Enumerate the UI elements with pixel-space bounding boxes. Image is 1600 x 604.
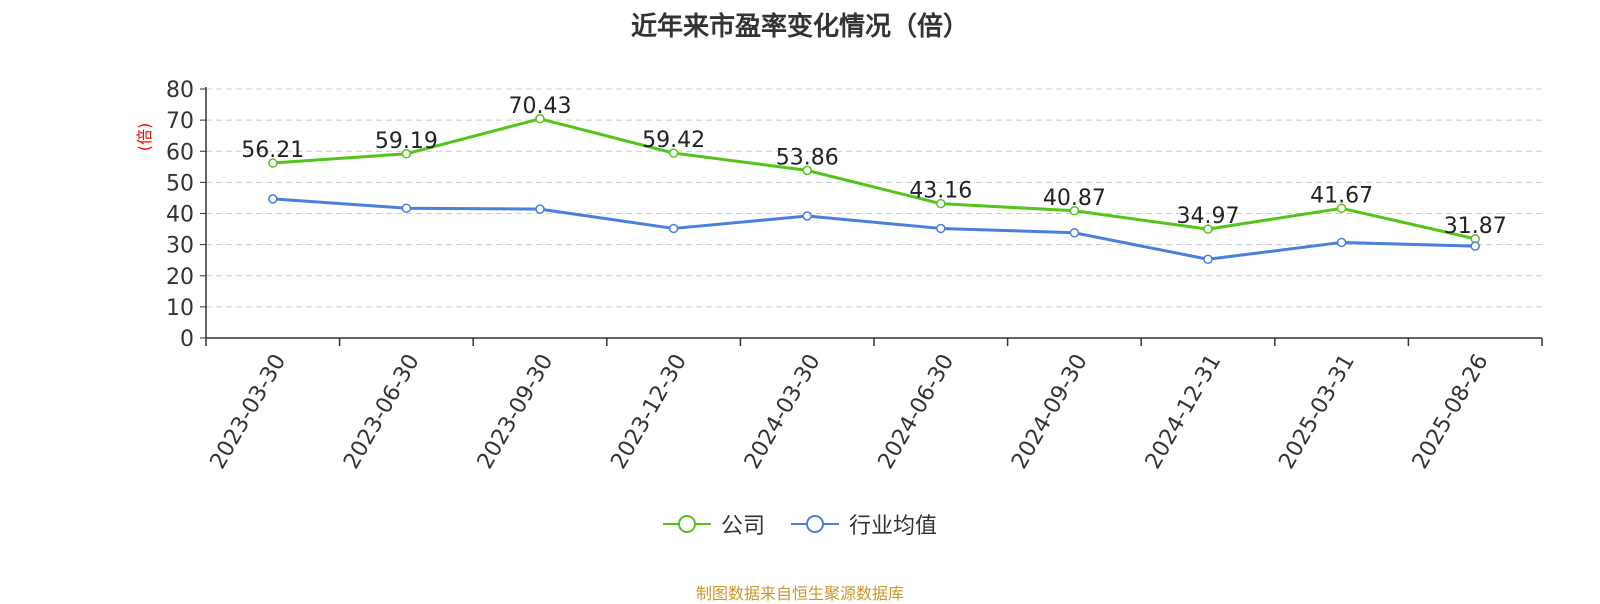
- series-lines: [268, 114, 1480, 265]
- x-tick-label: 2023-12-30: [606, 350, 692, 473]
- y-tick-label: 20: [166, 265, 194, 290]
- data-point: [268, 158, 278, 168]
- data-point: [1470, 241, 1480, 251]
- chart-title: 近年来市盈率变化情况（倍）: [630, 12, 969, 42]
- legend: 公司 行业均值: [0, 508, 1600, 540]
- legend-company-marker-icon: [662, 515, 711, 533]
- data-point: [1336, 237, 1347, 248]
- y-tick-label: 0: [180, 327, 194, 352]
- data-point: [668, 223, 679, 234]
- data-point: [1203, 254, 1213, 265]
- data-point: [936, 198, 946, 209]
- data-point: [535, 114, 545, 124]
- data-point: [1336, 203, 1347, 214]
- y-tick-label: 40: [166, 203, 194, 228]
- grid-lines: [206, 88, 1542, 308]
- data-label: 40.87: [1043, 186, 1106, 211]
- data-label: 41.67: [1310, 183, 1373, 208]
- x-tick-label: 2025-08-26: [1408, 350, 1494, 473]
- data-point: [401, 149, 412, 159]
- legend-item-industry-average[interactable]: 行业均值: [791, 508, 937, 540]
- data-point: [535, 204, 545, 214]
- data-label: 59.42: [642, 128, 705, 153]
- data-point: [802, 165, 812, 176]
- x-tick-label: 2024-06-30: [874, 350, 960, 473]
- x-tick-label: 2023-03-30: [206, 350, 292, 473]
- data-labels: 56.21 59.19 70.43 59.42 53.86 43.16 40.87 34.97…: [241, 94, 1506, 239]
- data-point: [1069, 228, 1080, 238]
- data-point: [936, 223, 946, 234]
- data-label: 31.87: [1444, 214, 1507, 239]
- y-tick-label: 30: [166, 234, 194, 259]
- data-label: 53.86: [776, 145, 839, 170]
- legend-label-industry-average: 行业均值: [849, 514, 938, 539]
- data-point: [1069, 206, 1080, 216]
- data-point: [268, 194, 278, 204]
- x-tick-label: 2024-03-30: [740, 350, 826, 473]
- y-tick-label: 50: [166, 171, 194, 196]
- data-label: 56.21: [241, 138, 304, 163]
- data-point: [401, 203, 412, 213]
- legend-item-company[interactable]: 公司: [662, 508, 765, 540]
- x-tick-label: 2024-09-30: [1007, 350, 1093, 473]
- legend-industry-marker-icon: [791, 515, 839, 533]
- data-point: [802, 211, 812, 221]
- x-tick-label: 2024-12-31: [1141, 350, 1227, 473]
- legend-label-company: 公司: [720, 514, 765, 539]
- y-axis-label: (倍): [135, 123, 154, 152]
- data-label: 43.16: [909, 179, 972, 204]
- y-tick-label: 80: [166, 78, 194, 103]
- data-point: [668, 148, 679, 158]
- data-label: 59.19: [375, 129, 438, 154]
- series-line-0: [272, 117, 1476, 241]
- y-tick-label: 60: [166, 140, 194, 165]
- series-line-1: [272, 197, 1476, 261]
- y-tick-label: 70: [166, 109, 194, 134]
- data-label: 34.97: [1177, 204, 1240, 229]
- x-tick-label: 2023-09-30: [473, 350, 559, 473]
- data-point: [1203, 224, 1213, 234]
- x-tick-label: 2023-06-30: [339, 350, 425, 473]
- data-label: 70.43: [509, 94, 572, 119]
- y-tick-label: 10: [166, 296, 194, 321]
- source-note: 制图数据来自恒生聚源数据库: [695, 584, 904, 603]
- x-tick-label: 2025-03-31: [1274, 350, 1360, 473]
